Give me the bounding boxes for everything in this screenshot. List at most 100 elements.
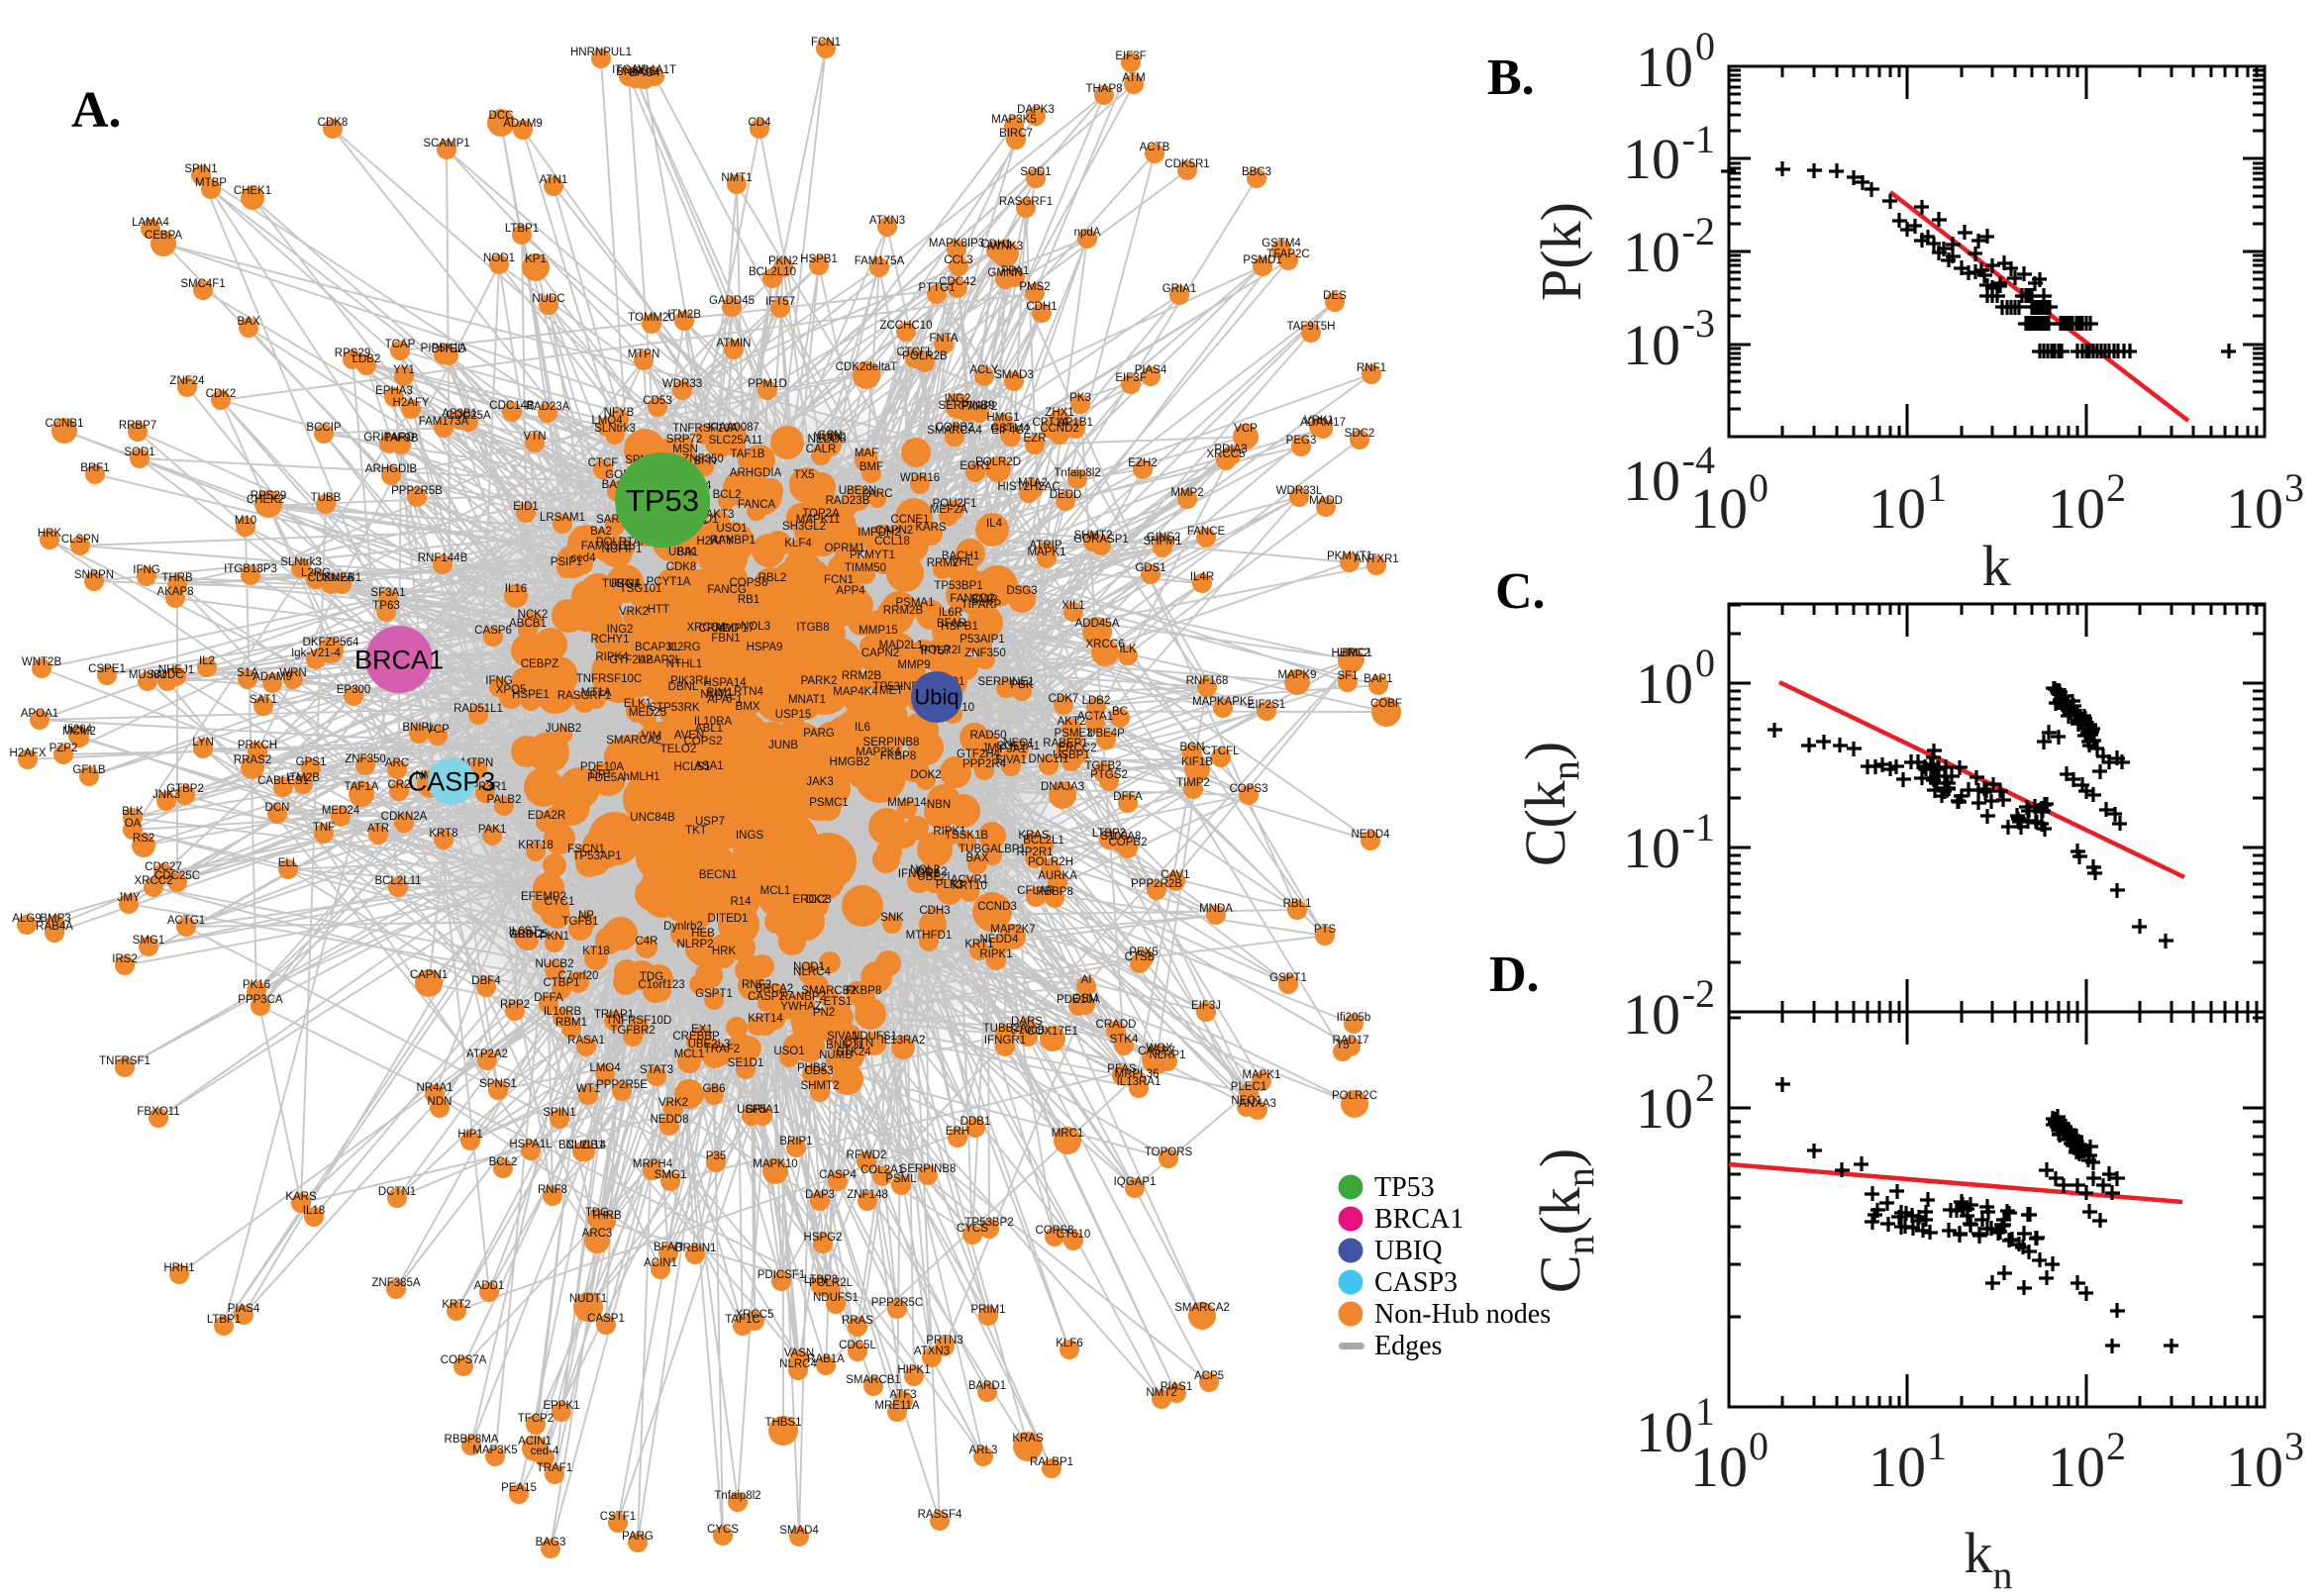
svg-text:SHFM1: SHFM1: [1144, 536, 1182, 548]
svg-text:ELK1: ELK1: [624, 698, 652, 710]
svg-text:PRKCH: PRKCH: [238, 740, 277, 751]
svg-text:CD53: CD53: [804, 1065, 833, 1077]
svg-text:GPS1: GPS1: [296, 756, 327, 768]
svg-text:PIK3R1: PIK3R1: [670, 675, 710, 687]
svg-text:GDS1: GDS1: [1135, 562, 1165, 574]
svg-text:ATN1: ATN1: [540, 174, 568, 186]
svg-text:POLR2L: POLR2L: [809, 1277, 854, 1289]
svg-text:PZP2: PZP2: [50, 743, 78, 754]
svg-text:SLC25A11: SLC25A11: [709, 435, 763, 447]
svg-text:ARIH2: ARIH2: [510, 929, 544, 941]
svg-text:BNIP3L: BNIP3L: [616, 66, 656, 78]
svg-text:ACLY: ACLY: [969, 364, 999, 376]
svg-text:IL13RA1: IL13RA1: [1117, 1076, 1162, 1088]
svg-text:NR4A1: NR4A1: [416, 1082, 453, 1094]
svg-text:MAPK11: MAPK11: [796, 514, 841, 526]
svg-text:Non-Hub nodes: Non-Hub nodes: [1374, 1299, 1551, 1330]
svg-text:HCLS1: HCLS1: [673, 761, 710, 773]
svg-text:UBA1: UBA1: [668, 547, 698, 558]
svg-text:H2AFY: H2AFY: [392, 397, 429, 409]
svg-text:CREBBP: CREBBP: [672, 1031, 720, 1043]
svg-text:MRPH4: MRPH4: [633, 1158, 673, 1170]
svg-text:SMG1: SMG1: [655, 1169, 687, 1181]
svg-text:AVEN: AVEN: [674, 730, 704, 742]
svg-text:NP: NP: [578, 910, 594, 922]
svg-text:MEF2A: MEF2A: [930, 504, 968, 516]
svg-text:KP1: KP1: [525, 253, 547, 265]
svg-text:CAPN2: CAPN2: [875, 525, 913, 537]
svg-text:-2: -2: [1682, 209, 1715, 253]
svg-text:ADAM17: ADAM17: [1300, 417, 1346, 429]
svg-text:RBM1: RBM1: [556, 1017, 587, 1029]
svg-text:STK24: STK24: [836, 1047, 871, 1058]
svg-text:BCCIP: BCCIP: [306, 422, 341, 434]
svg-text:HSPB1: HSPB1: [941, 621, 978, 633]
svg-text:PEA15: PEA15: [501, 1482, 537, 1494]
svg-text:STK4: STK4: [1110, 1034, 1139, 1046]
svg-text:PPP2R5C: PPP2R5C: [871, 1297, 923, 1309]
svg-text:BCL2L11: BCL2L11: [374, 875, 421, 887]
svg-text:SPIN1: SPIN1: [543, 1107, 575, 1119]
svg-text:SERPINB8: SERPINB8: [900, 1163, 957, 1175]
svg-text:ACIN1: ACIN1: [518, 1436, 552, 1447]
svg-text:ITGB8: ITGB8: [796, 622, 829, 634]
svg-text:TGFBR2: TGFBR2: [610, 1025, 655, 1037]
svg-text:NBN: NBN: [927, 799, 951, 811]
svg-text:NDUFS1: NDUFS1: [852, 1031, 897, 1043]
svg-text:ATF3: ATF3: [889, 1389, 916, 1401]
svg-text:SRP72: SRP72: [666, 434, 702, 446]
svg-text:NR4A1T: NR4A1T: [633, 64, 676, 76]
svg-text:USP7: USP7: [695, 816, 725, 828]
svg-text:SIVA1: SIVA1: [995, 754, 1027, 766]
svg-text:Ifi204: Ifi204: [64, 724, 93, 736]
svg-text:EFEMP2: EFEMP2: [521, 891, 566, 903]
svg-text:KT18: KT18: [582, 946, 610, 957]
svg-text:GMNN: GMNN: [987, 267, 1022, 279]
svg-text:TP53: TP53: [1374, 1172, 1435, 1203]
svg-text:TAF9B: TAF9B: [384, 433, 419, 445]
svg-text:GRIA1: GRIA1: [746, 1104, 780, 1116]
svg-text:10: 10: [2226, 1435, 2283, 1499]
svg-text:RCHY1: RCHY1: [591, 634, 630, 646]
svg-text:LYN: LYN: [192, 737, 214, 748]
svg-text:CDK2deltaT: CDK2deltaT: [836, 361, 898, 373]
svg-text:ABCB1: ABCB1: [509, 618, 547, 630]
svg-text:ATXN3: ATXN3: [869, 215, 905, 227]
svg-text:1: 1: [1927, 465, 1947, 510]
svg-text:ADAM9: ADAM9: [252, 671, 292, 683]
svg-text:FBXO11: FBXO11: [137, 1106, 179, 1118]
svg-text:PKMYT1: PKMYT1: [850, 549, 895, 561]
svg-text:CAV1: CAV1: [1161, 869, 1189, 881]
svg-text:PAK1: PAK1: [478, 824, 507, 836]
svg-text:NMT2: NMT2: [1146, 1387, 1176, 1399]
svg-text:10: 10: [1623, 982, 1680, 1047]
svg-text:MCL1: MCL1: [760, 885, 791, 897]
svg-text:VCP: VCP: [426, 724, 450, 736]
svg-text:CDK2: CDK2: [206, 388, 237, 400]
svg-text:CDH3: CDH3: [919, 905, 950, 917]
svg-text:EPHA3: EPHA3: [375, 385, 413, 397]
svg-text:IL4R: IL4R: [1190, 571, 1214, 583]
svg-text:10: 10: [2048, 476, 2105, 541]
svg-text:IFNG: IFNG: [485, 675, 513, 687]
svg-text:FKBP8: FKBP8: [846, 985, 881, 997]
svg-text:DNAJA3: DNAJA3: [1041, 781, 1084, 793]
svg-text:AP1B1: AP1B1: [1058, 417, 1093, 429]
svg-text:UBE4P: UBE4P: [1087, 728, 1125, 740]
svg-text:THRB: THRB: [161, 572, 193, 584]
svg-text:10: 10: [1690, 476, 1748, 541]
svg-text:RBL2: RBL2: [758, 572, 787, 584]
svg-text:BCL2L14: BCL2L14: [558, 1140, 607, 1151]
svg-text:Tnfaip8l2: Tnfaip8l2: [714, 1490, 760, 1502]
svg-text:VASN: VASN: [784, 1347, 814, 1359]
svg-text:TRAF2: TRAF2: [704, 1044, 740, 1055]
svg-text:CYCS: CYCS: [957, 1223, 988, 1235]
svg-text:TP53: TP53: [626, 483, 699, 518]
svg-text:LTBP1: LTBP1: [505, 223, 539, 235]
svg-text:PSMD1: PSMD1: [1243, 254, 1282, 266]
svg-text:CYC1: CYC1: [545, 896, 575, 908]
svg-text:POLR2I: POLR2I: [921, 645, 961, 656]
svg-text:RTN4: RTN4: [734, 686, 763, 698]
svg-text:USO1: USO1: [773, 1046, 804, 1057]
svg-text:BNIPL: BNIPL: [402, 722, 436, 734]
